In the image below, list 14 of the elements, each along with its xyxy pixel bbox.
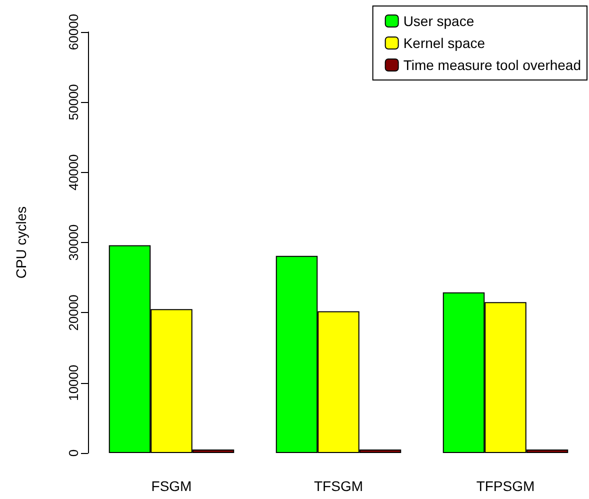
x-tick-label: TFPSGM [476, 478, 535, 494]
y-tick-label: 10000 [66, 364, 81, 401]
y-axis-title: CPU cycles [13, 206, 29, 279]
y-tick-label: 20000 [66, 294, 81, 331]
y-tick-label: 50000 [66, 84, 81, 120]
x-tick-label: TFSGM [314, 478, 363, 494]
y-tick-label: 60000 [66, 14, 81, 50]
y-tick-label: 0 [66, 449, 81, 457]
y-tick-label: 40000 [66, 154, 81, 190]
x-tick-label: FSGM [151, 478, 192, 494]
legend-label: User space [403, 13, 474, 29]
y-tick-label: 30000 [66, 224, 81, 261]
legend-label: Kernel space [403, 35, 486, 51]
legend-label: Time measure tool overhead [403, 57, 582, 73]
